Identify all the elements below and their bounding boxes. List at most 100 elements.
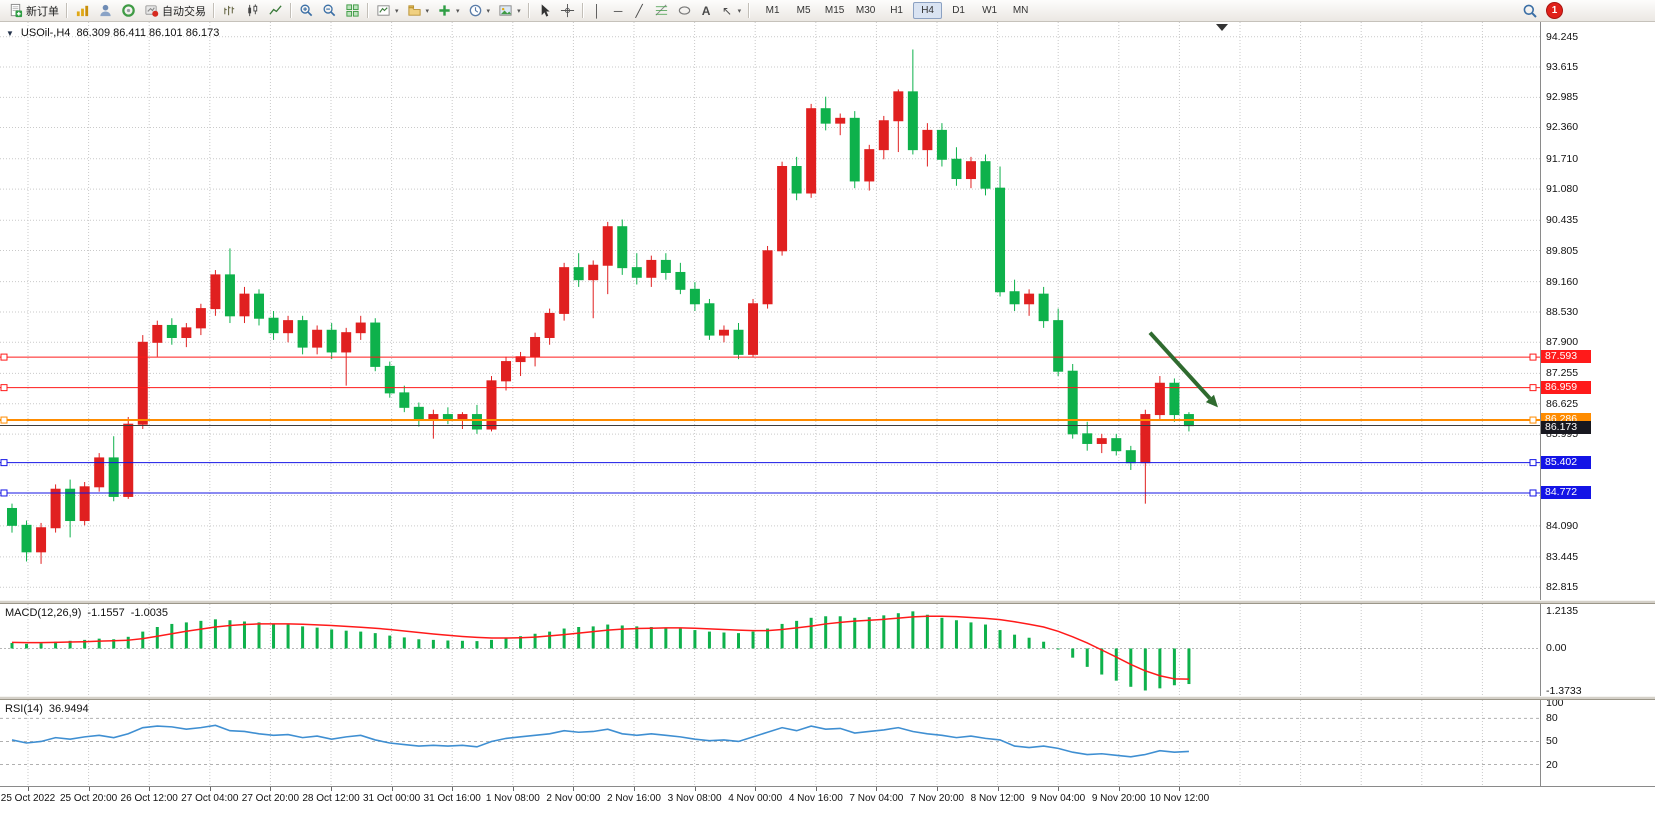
cursor-button[interactable] [533,0,556,22]
line-handle[interactable] [1529,384,1537,392]
autotrading-label: 自动交易 [162,5,206,18]
macd-histogram-bar [562,628,566,649]
trendline-tool-button[interactable]: ╱ [629,0,650,22]
timeframe-m30[interactable]: M30 [855,5,876,16]
time-axis-tick [815,787,817,791]
time-axis-label: 7 Nov 04:00 [849,793,904,804]
tile-windows-button[interactable] [341,0,364,22]
price-chart-panel[interactable] [0,22,1540,600]
candle-bear [268,317,279,334]
new-chart-button[interactable]: ▾ [372,0,403,22]
timeframe-h1[interactable]: H1 [890,5,903,16]
text-tool-button[interactable]: A [696,0,717,22]
candle-bull [486,380,497,430]
periods-button[interactable]: ▾ [464,0,495,22]
macd-histogram-bar [68,640,72,649]
text-tool-icon: A [701,3,711,18]
candle-bear [791,166,802,194]
dropdown-caret-icon: ▾ [456,7,460,15]
line-chart-type-icon [269,5,282,15]
macd-histogram-bar [591,626,595,649]
candle-bull [79,486,90,522]
one-click-trading-icon[interactable]: ▼ [6,28,14,38]
timeframe-w1[interactable]: W1 [982,5,998,16]
candle-bear [224,274,235,317]
notification-badge[interactable]: 1 [1546,2,1563,19]
macd-panel[interactable] [0,604,1540,696]
chart-symbol-period: USOil-,H4 [20,27,71,39]
arrow-annotation-head[interactable] [1205,394,1218,408]
candle-bull [283,320,294,334]
zoom-out-button[interactable] [318,0,341,22]
panel-splitter[interactable] [0,600,1655,604]
line-chart-type-button[interactable] [264,0,287,22]
arrow-annotation[interactable] [1148,331,1212,400]
horizontal-line-tool-button[interactable]: ─ [608,0,629,22]
trendline-icon: ╱ [635,3,643,18]
line-handle[interactable] [0,416,8,424]
rsi-panel[interactable] [0,700,1540,786]
new-order-button[interactable]: 新订单 [4,0,63,22]
arrows-tool-button[interactable]: ↖ ▾ [717,0,746,22]
toolbar-separator [581,3,584,18]
ellipse-tool-button[interactable] [673,0,696,22]
macd-histogram-bar [1143,648,1147,691]
bar-chart-type-button[interactable] [218,0,241,22]
price-chart[interactable] [0,22,1540,600]
macd-title: MACD(12,26,9) [5,607,82,619]
macd-histogram-bar [577,627,581,649]
macd-histogram-bar [809,617,813,649]
time-axis-tick [331,787,332,791]
macd-histogram-bar [257,622,261,649]
timeframe-m1[interactable]: M1 [765,5,780,16]
panel-splitter[interactable] [0,696,1655,700]
line-handle[interactable] [0,489,8,497]
templates-button[interactable]: ▾ [494,0,525,22]
zoom-in-button[interactable] [295,0,318,22]
timeframe-m5[interactable]: M5 [796,5,811,16]
line-handle[interactable] [0,459,8,467]
vertical-line-tool-button[interactable]: │ [587,0,608,22]
price-axis-label: 87.255 [1546,367,1579,380]
candle-bull [588,264,599,281]
line-handle[interactable] [0,384,8,392]
crosshair-button[interactable] [556,0,579,22]
time-axis-label: 9 Nov 20:00 [1091,793,1146,804]
charts-button[interactable] [71,0,94,22]
macd-histogram-bar [751,631,755,649]
search-icon[interactable] [1522,3,1538,19]
candle-bull [428,414,439,420]
indicators-button[interactable]: ▾ [433,0,464,22]
line-handle[interactable] [1529,459,1537,467]
charts-icon [76,5,89,17]
candle-bear [297,320,308,348]
candle-bull [341,332,352,353]
chart-ohlc-values: 86.309 86.411 86.101 86.173 [76,27,220,39]
line-handle[interactable] [1529,489,1537,497]
market-watch-button[interactable] [117,0,140,22]
price-scale[interactable]: 94.245 93.615 92.985 92.360 91.710 91.080 90.4… [1540,22,1655,786]
fibonacci-tool-button[interactable] [650,0,673,22]
time-scale[interactable]: 25 Oct 2022 25 Oct 20:00 26 Oct 12:00 27 Oc… [0,786,1655,808]
dropdown-caret-icon: ▾ [425,7,430,15]
macd-histogram-bar [1100,648,1104,675]
time-axis-tick [876,787,878,791]
chart-shift-marker[interactable] [1216,24,1228,31]
macd-histogram-bar [25,643,29,649]
chart-title: ▼ USOil-,H4 86.309 86.411 86.101 86.173 [6,27,219,39]
timeframe-h4[interactable]: H4 [913,2,943,19]
time-axis-label: 7 Nov 20:00 [910,793,964,804]
new-order-icon [10,3,23,18]
line-handle[interactable] [1529,416,1537,424]
profiles-button[interactable]: ▾ [403,0,434,22]
timeframe-mn[interactable]: MN [1012,5,1029,16]
timeframe-d1[interactable]: D1 [952,5,965,16]
timeframe-m15[interactable]: M15 [824,5,845,16]
community-button[interactable] [94,0,117,22]
time-axis-label: 31 Oct 00:00 [362,793,421,804]
line-handle[interactable] [0,353,8,361]
line-handle[interactable] [1529,353,1537,361]
candlestick-type-button[interactable] [241,0,264,22]
macd-histogram-bar [359,631,363,649]
autotrading-button[interactable]: 自动交易 [140,0,210,22]
